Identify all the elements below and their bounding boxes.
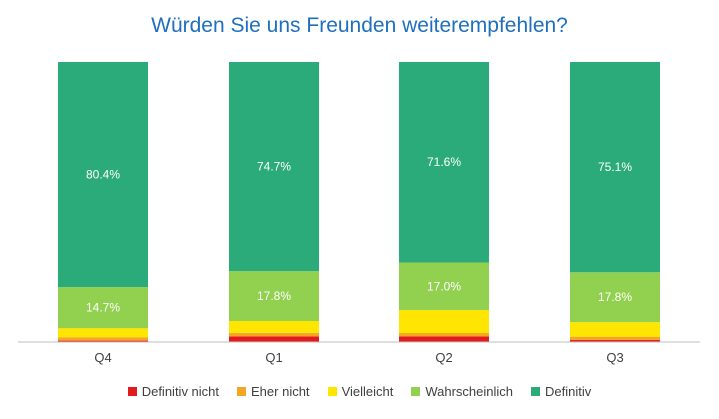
- data-label-wahrscheinlich-q2: 17.0%: [427, 279, 461, 293]
- bar-vielleicht-q1: [229, 321, 319, 333]
- data-label-definitiv-q4: 80.4%: [86, 168, 120, 182]
- bar-vielleicht-q3: [570, 322, 660, 337]
- x-tick-label-q1: Q1: [265, 350, 282, 365]
- bar-eher-nicht-q3: [570, 336, 660, 341]
- legend-swatch-eher-nicht: [237, 387, 247, 396]
- bar-eher-nicht-q2: [399, 333, 489, 337]
- bar-definitiv-q1: [229, 62, 319, 272]
- bar-definitiv-q2: [399, 62, 489, 263]
- bar-definitiv-nicht-q2: [399, 336, 489, 342]
- bar-wahrscheinlich-q4: [58, 287, 148, 329]
- bar-eher-nicht-q4: [58, 337, 148, 341]
- data-label-definitiv-q3: 75.1%: [598, 160, 632, 174]
- legend-swatch-vielleicht: [327, 387, 337, 396]
- legend-swatch-wahrscheinlich: [411, 387, 421, 396]
- bar-eher-nicht-q1: [229, 332, 319, 337]
- legend-item-vielleicht: Vielleicht: [327, 384, 394, 399]
- data-label-definitiv-q1: 74.7%: [257, 160, 291, 174]
- chart-title: Würden Sie uns Freunden weiterempfehlen?: [151, 14, 568, 37]
- data-label-wahrscheinlich-q3: 17.8%: [598, 290, 632, 304]
- data-label-wahrscheinlich-q1: 17.8%: [257, 289, 291, 303]
- bar-vielleicht-q2: [399, 310, 489, 334]
- x-tick-label-q2: Q2: [435, 350, 452, 365]
- bar-vielleicht-q4: [58, 328, 148, 338]
- legend-label-definitiv: Definitiv: [545, 384, 592, 399]
- data-label-wahrscheinlich-q4: 14.7%: [86, 301, 120, 315]
- bar-definitiv-q3: [570, 62, 660, 273]
- bar-definitiv-nicht-q4: [58, 340, 148, 342]
- bar-definitiv-q4: [58, 62, 148, 288]
- legend-label-wahrscheinlich: Wahrscheinlich: [425, 384, 514, 399]
- x-tick-label-q3: Q3: [606, 350, 623, 365]
- bar-wahrscheinlich-q2: [399, 262, 489, 311]
- legend-item-wahrscheinlich: Wahrscheinlich: [411, 384, 513, 399]
- bar-wahrscheinlich-q3: [570, 272, 660, 323]
- legend-label-definitiv-nicht: Definitiv nicht: [141, 384, 220, 399]
- legend-item-eher-nicht: Eher nicht: [237, 384, 310, 399]
- legend-swatch-definitiv-nicht: [127, 387, 137, 396]
- legend-item-definitiv-nicht: Definitiv nicht: [127, 384, 220, 399]
- bar-definitiv-nicht-q1: [229, 336, 319, 342]
- legend-label-eher-nicht: Eher nicht: [251, 384, 310, 399]
- data-label-definitiv-q2: 71.6%: [427, 155, 461, 169]
- bar-wahrscheinlich-q1: [229, 271, 319, 321]
- legend: Definitiv nicht Eher nicht Vielleicht Wahrs…: [0, 384, 719, 399]
- legend-swatch-definitiv: [531, 387, 541, 396]
- legend-label-vielleicht: Vielleicht: [341, 384, 394, 399]
- legend-item-definitiv: Definitiv: [531, 384, 591, 399]
- x-tick-label-q4: Q4: [94, 350, 111, 365]
- bar-definitiv-nicht-q3: [570, 340, 660, 342]
